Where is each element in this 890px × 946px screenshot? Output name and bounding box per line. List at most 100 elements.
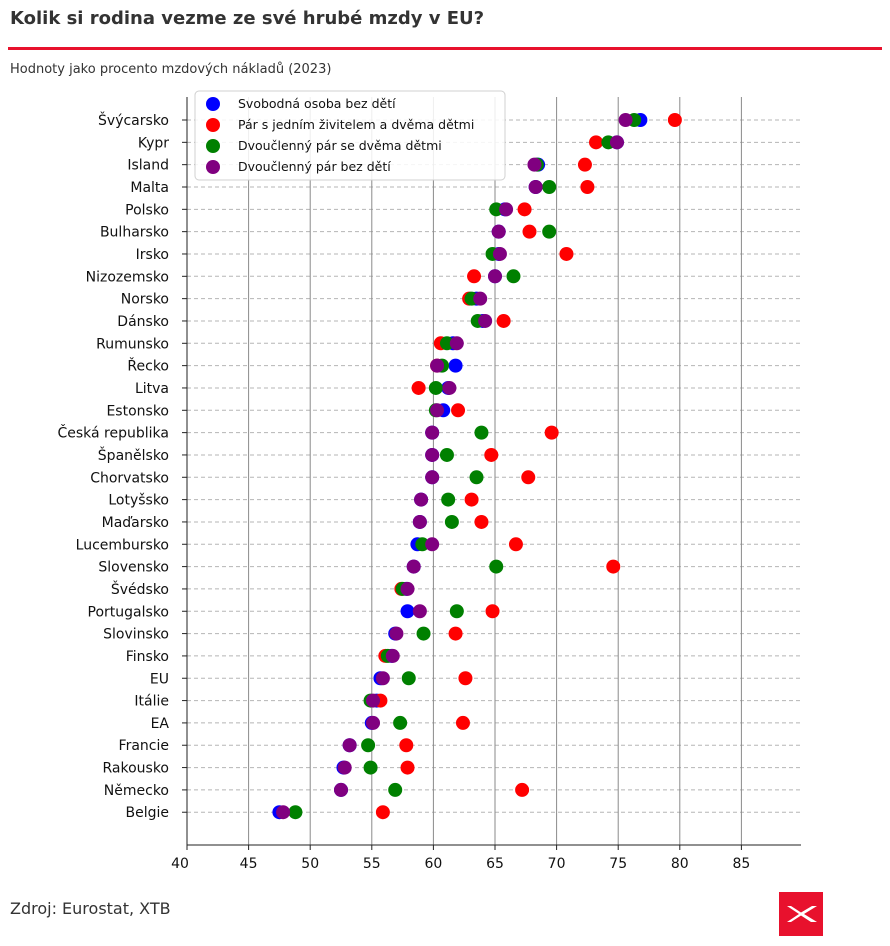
point-two-earner-kids	[449, 604, 464, 619]
y-tick-label: Itálie	[134, 694, 169, 710]
point-one-earner	[451, 403, 466, 418]
point-one-earner	[485, 604, 500, 619]
point-one-earner	[411, 380, 426, 395]
point-couple-no-kids	[375, 671, 390, 686]
point-couple-no-kids	[400, 581, 415, 596]
legend-marker	[206, 118, 220, 132]
point-one-earner	[589, 135, 604, 150]
y-tick-label: Estonsko	[106, 403, 169, 419]
point-couple-no-kids	[491, 224, 506, 239]
y-tick-label: EA	[151, 716, 170, 732]
point-one-earner	[484, 447, 499, 462]
point-one-earner	[522, 224, 537, 239]
point-couple-no-kids	[527, 157, 542, 172]
legend-marker	[206, 97, 220, 111]
point-couple-no-kids	[425, 447, 440, 462]
y-tick-label: Rumunsko	[96, 336, 169, 352]
legend-label: Pár s jedním živitelem a dvěma dětmi	[238, 117, 474, 132]
point-couple-no-kids	[442, 380, 457, 395]
point-one-earner	[515, 782, 530, 797]
y-tick-label: Slovensko	[98, 560, 169, 576]
point-couple-no-kids	[406, 559, 421, 574]
legend-label: Dvoučlenný pár bez dětí	[238, 159, 391, 174]
point-one-earner	[496, 313, 511, 328]
y-tick-label: Norsko	[121, 292, 169, 308]
y-tick-label: Německo	[104, 783, 169, 799]
point-couple-no-kids	[528, 179, 543, 194]
point-two-earner-kids	[439, 447, 454, 462]
point-two-earner-kids	[489, 559, 504, 574]
x-tick-label: 85	[732, 856, 750, 872]
point-couple-no-kids	[412, 514, 427, 529]
point-one-earner	[559, 246, 574, 261]
y-tick-label: Polsko	[125, 202, 169, 218]
point-couple-no-kids	[449, 336, 464, 351]
point-couple-no-kids	[342, 738, 357, 753]
point-couple-no-kids	[389, 626, 404, 641]
point-two-earner-kids	[288, 805, 303, 820]
point-one-earner	[458, 671, 473, 686]
legend-label: Svobodná osoba bez dětí	[238, 96, 396, 111]
point-two-earner-kids	[444, 514, 459, 529]
point-two-earner-kids	[469, 470, 484, 485]
point-two-earner-kids	[393, 715, 408, 730]
point-two-earner-kids	[415, 537, 430, 552]
x-tick-label: 65	[486, 856, 504, 872]
point-one-earner	[375, 805, 390, 820]
y-tick-label: Maďarsko	[102, 515, 169, 531]
x-tick-label: 75	[609, 856, 627, 872]
point-two-earner-kids	[439, 336, 454, 351]
x-tick-label: 80	[671, 856, 689, 872]
y-tick-label: Lucembursko	[76, 537, 169, 553]
y-tick-label: Švýcarsko	[98, 111, 169, 129]
y-tick-label: Bulharsko	[100, 225, 169, 241]
y-tick-label: Portugalsko	[88, 604, 169, 620]
y-tick-label: Dánsko	[117, 314, 169, 330]
y-tick-label: Chorvatsko	[90, 470, 169, 486]
point-single	[448, 358, 463, 373]
point-two-earner-kids	[441, 492, 456, 507]
legend-label: Dvoučlenný pár se dvěma dětmi	[238, 138, 442, 153]
point-couple-no-kids	[425, 537, 440, 552]
point-couple-no-kids	[430, 403, 445, 418]
point-one-earner	[667, 113, 682, 127]
y-tick-label: Česká republika	[57, 424, 169, 442]
point-two-earner-kids	[388, 782, 403, 797]
point-two-earner-kids	[506, 269, 521, 284]
title-divider	[8, 47, 882, 50]
y-tick-label: Švédsko	[111, 580, 169, 598]
y-tick-label: Rakousko	[102, 761, 169, 777]
point-one-earner	[474, 514, 489, 529]
point-one-earner	[464, 492, 479, 507]
legend-marker	[206, 139, 220, 153]
y-tick-label: Slovinsko	[103, 627, 169, 643]
y-tick-label: Belgie	[126, 805, 170, 821]
point-two-earner-kids	[363, 760, 378, 775]
y-tick-label: Španělsko	[98, 446, 169, 464]
point-one-earner	[521, 470, 536, 485]
chart-title: Kolik si rodina vezme ze své hrubé mzdy …	[10, 8, 485, 29]
y-tick-label: Island	[127, 158, 169, 174]
point-couple-no-kids	[334, 782, 348, 797]
point-one-earner	[517, 202, 532, 217]
point-couple-no-kids	[499, 202, 514, 217]
point-two-earner-kids	[428, 380, 443, 395]
x-tick-label: 45	[240, 856, 258, 872]
point-two-earner-kids	[542, 224, 557, 239]
point-couple-no-kids	[430, 358, 445, 373]
point-couple-no-kids	[425, 470, 440, 485]
x-tick-label: 55	[363, 856, 381, 872]
point-one-earner	[606, 559, 621, 574]
point-two-earner-kids	[542, 179, 557, 194]
y-tick-label: Malta	[130, 180, 169, 196]
point-two-earner-kids	[416, 626, 431, 641]
point-couple-no-kids	[492, 246, 507, 261]
point-couple-no-kids	[366, 693, 381, 708]
point-couple-no-kids	[478, 313, 493, 328]
point-couple-no-kids	[276, 805, 291, 820]
y-tick-label: Lotyšsko	[108, 493, 169, 509]
point-couple-no-kids	[414, 492, 429, 507]
point-couple-no-kids	[412, 604, 427, 619]
legend-marker	[206, 160, 220, 174]
